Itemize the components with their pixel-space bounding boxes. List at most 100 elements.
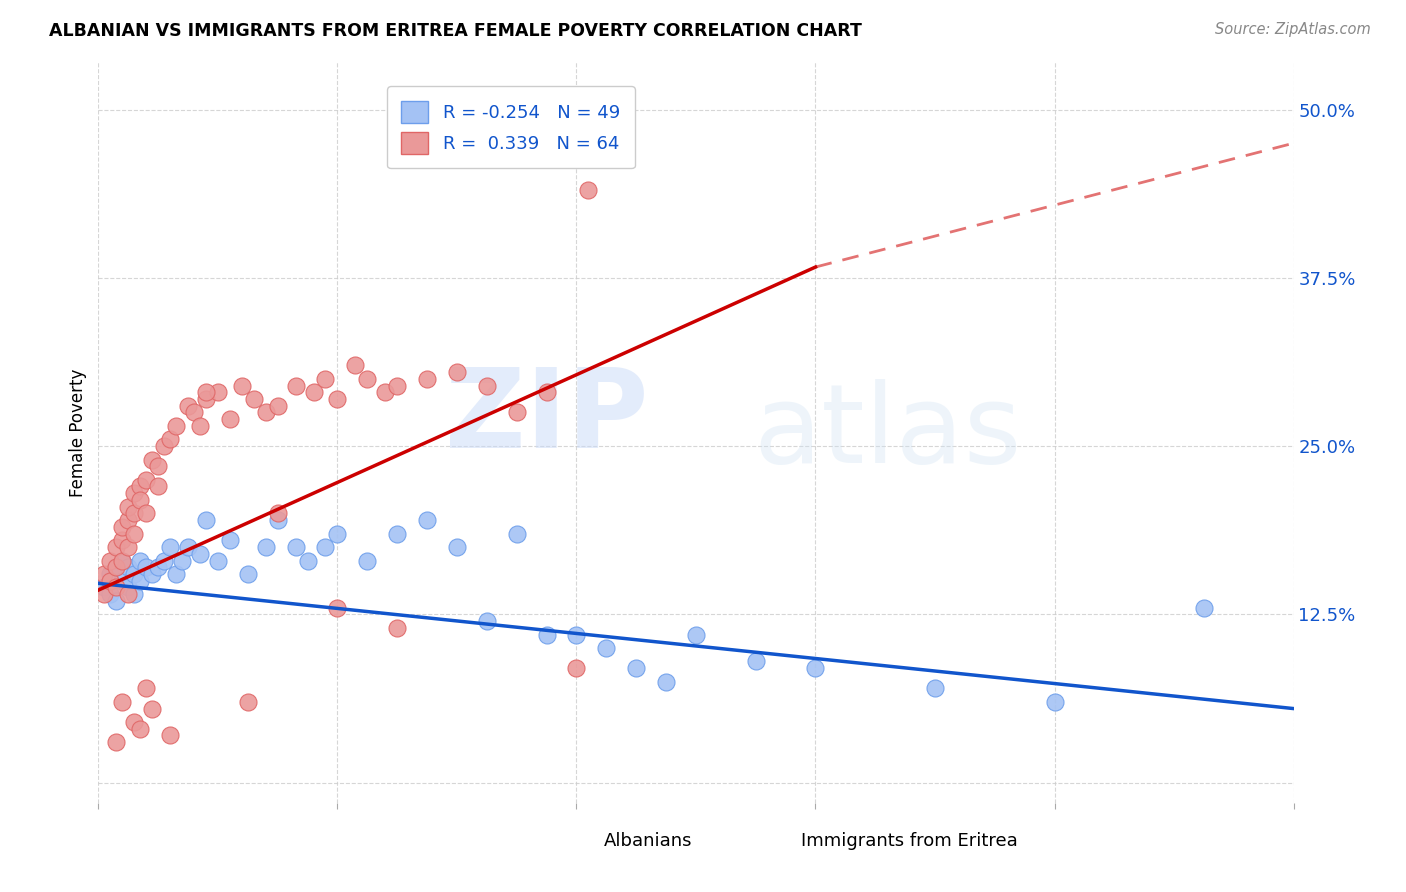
Point [135, 507, 157, 521]
Text: Albanians: Albanians [605, 831, 692, 849]
Point [195, 392, 218, 406]
Point [219, 533, 242, 548]
Point [315, 372, 337, 386]
Point [416, 513, 439, 527]
Point [111, 553, 134, 567]
Point [655, 674, 678, 689]
Point [254, 405, 277, 419]
Text: ALBANIAN VS IMMIGRANTS FROM ERITREA FEMALE POVERTY CORRELATION CHART: ALBANIAN VS IMMIGRANTS FROM ERITREA FEMA… [49, 22, 862, 40]
Point [297, 553, 319, 567]
Point [105, 735, 128, 749]
Point [124, 714, 146, 729]
Point [111, 553, 134, 567]
Point [326, 392, 349, 406]
Point [135, 681, 157, 696]
Point [117, 500, 139, 514]
Point [117, 581, 139, 595]
Point [536, 627, 558, 641]
Point [1192, 600, 1215, 615]
Point [219, 412, 242, 426]
Point [284, 540, 307, 554]
Point [129, 574, 152, 588]
Point [267, 507, 290, 521]
Point [165, 566, 187, 581]
Point [804, 661, 827, 675]
Point [98, 574, 122, 588]
Point [446, 540, 468, 554]
Point [105, 560, 128, 574]
Point [236, 566, 259, 581]
Point [195, 385, 218, 400]
Point [148, 459, 170, 474]
Point [105, 560, 128, 574]
Point [159, 729, 181, 743]
Point [124, 587, 146, 601]
Point [326, 600, 349, 615]
Point [236, 695, 259, 709]
Point [924, 681, 946, 696]
Point [105, 540, 128, 554]
Point [105, 581, 128, 595]
Point [141, 701, 163, 715]
Point [195, 513, 218, 527]
Point [565, 627, 588, 641]
Point [385, 378, 409, 392]
Point [153, 439, 176, 453]
Point [506, 526, 529, 541]
Point [117, 540, 139, 554]
Point [385, 526, 409, 541]
Point [356, 553, 378, 567]
Point [374, 385, 396, 400]
Point [745, 655, 768, 669]
Point [172, 553, 194, 567]
Point [124, 566, 146, 581]
Text: ZIP: ZIP [444, 364, 648, 471]
Point [93, 581, 115, 595]
Point [111, 574, 134, 588]
Point [267, 399, 290, 413]
Text: Source: ZipAtlas.com: Source: ZipAtlas.com [1215, 22, 1371, 37]
Point [153, 553, 176, 567]
Point [93, 566, 115, 581]
Point [93, 587, 115, 601]
Point [117, 560, 139, 574]
Point [135, 473, 157, 487]
Point [595, 640, 617, 655]
Point [148, 560, 170, 574]
Point [129, 492, 152, 507]
Point [148, 479, 170, 493]
Point [165, 418, 187, 433]
Legend: R = -0.254   N = 49, R =  0.339   N = 64: R = -0.254 N = 49, R = 0.339 N = 64 [387, 87, 634, 169]
Point [188, 418, 211, 433]
Point [188, 547, 211, 561]
Point [159, 433, 181, 447]
Point [326, 526, 349, 541]
Point [626, 661, 648, 675]
Point [565, 661, 588, 675]
Point [1043, 695, 1066, 709]
Point [105, 594, 128, 608]
Point [207, 385, 229, 400]
Point [284, 378, 307, 392]
FancyBboxPatch shape [747, 828, 796, 853]
Point [685, 627, 707, 641]
Point [141, 566, 163, 581]
Point [385, 621, 409, 635]
Point [111, 520, 134, 534]
Y-axis label: Female Poverty: Female Poverty [69, 368, 87, 497]
Point [578, 183, 600, 197]
Point [98, 587, 122, 601]
Point [446, 365, 468, 379]
Point [475, 378, 498, 392]
Point [124, 486, 146, 500]
Point [129, 722, 152, 736]
Point [111, 695, 134, 709]
Point [129, 479, 152, 493]
Point [135, 560, 157, 574]
Point [124, 507, 146, 521]
Point [506, 405, 529, 419]
Point [117, 587, 139, 601]
Point [159, 540, 181, 554]
Point [207, 553, 229, 567]
Point [267, 513, 290, 527]
